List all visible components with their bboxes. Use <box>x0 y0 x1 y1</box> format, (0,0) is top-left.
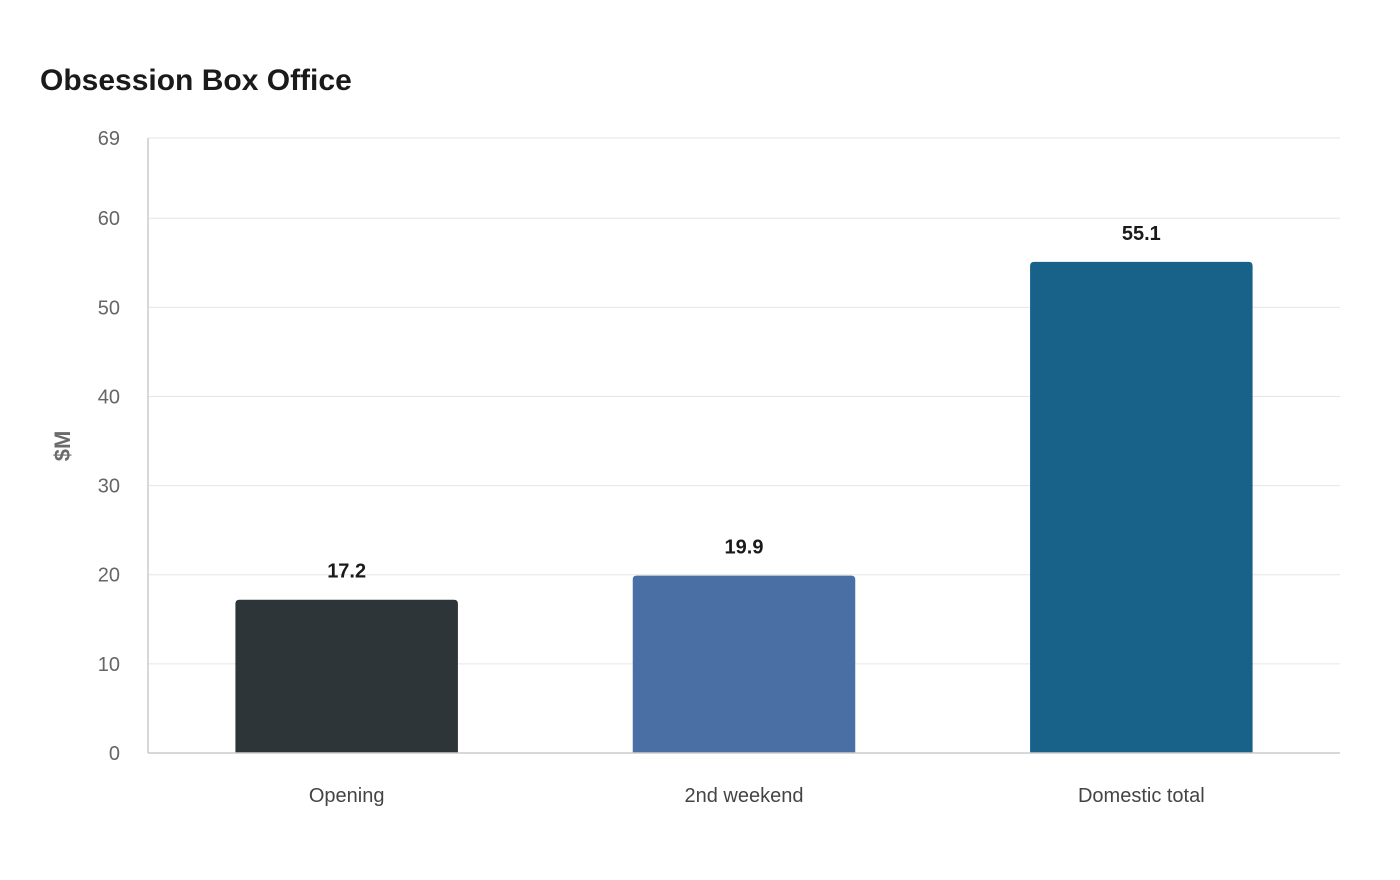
gridlines <box>148 137 1340 665</box>
bar <box>235 599 458 753</box>
y-tick-label: 0 <box>109 743 120 765</box>
bars <box>235 261 1253 753</box>
y-tick-label: 10 <box>98 654 120 676</box>
bar-value-label: 55.1 <box>1122 223 1161 245</box>
x-tick-label: Domestic total <box>1078 785 1205 807</box>
y-tick-label: 20 <box>98 565 120 587</box>
x-axis-ticks: Opening 2nd weekend Domestic total <box>309 785 1205 807</box>
bar-value-label: 19.9 <box>725 537 764 559</box>
bar-value-label: 17.2 <box>327 561 366 583</box>
chart-title: Obsession Box Office <box>40 64 352 97</box>
y-tick-label: 30 <box>98 476 120 498</box>
y-axis-label: $M <box>50 431 75 462</box>
y-tick-label: 69 <box>98 128 120 150</box>
bar-value-labels: 17.2 19.9 55.1 <box>327 223 1161 583</box>
bar <box>1030 261 1253 753</box>
y-tick-label: 50 <box>98 297 120 319</box>
y-tick-label: 60 <box>98 208 120 230</box>
bar <box>632 575 856 753</box>
x-tick-label: Opening <box>309 785 385 807</box>
x-tick-label: 2nd weekend <box>685 785 804 807</box>
y-tick-label: 40 <box>98 386 120 408</box>
y-axis-ticks: 0 10 20 30 40 50 60 69 <box>98 128 120 765</box>
